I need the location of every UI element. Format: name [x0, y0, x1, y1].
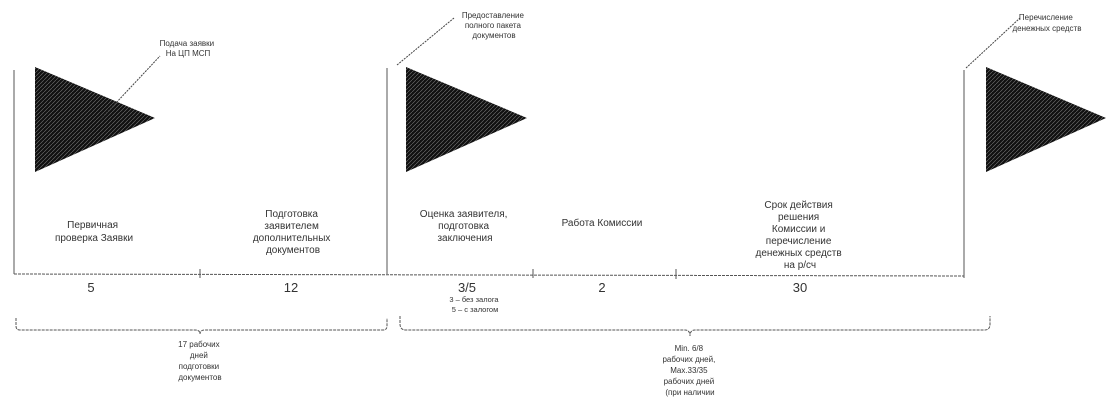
callout-line-2: [396, 17, 455, 66]
milestone-triangle-1: [35, 67, 155, 172]
collateral-note: 3 – без залога 5 – с залогом: [449, 295, 500, 314]
milestone-triangle-2: [406, 67, 527, 172]
callout-line-1: [99, 55, 161, 121]
stage-days-4: 2: [598, 280, 605, 295]
stage-label-4: Работа Комиссии: [562, 217, 643, 229]
timeline-axis: [13, 273, 965, 277]
milestone-triangle-3: [986, 67, 1106, 172]
brace-2: [399, 316, 991, 337]
milestone-label-1: Подача заявки На ЦП МСП: [160, 39, 217, 58]
stage-days-3: 3/5: [458, 280, 476, 295]
stage-days-5: 30: [793, 280, 807, 295]
stage-days-1: 5: [87, 280, 94, 295]
stage-label-2: Подготовка заявителем дополнительных док…: [253, 209, 333, 256]
stage-days-2: 12: [284, 280, 298, 295]
callout-line-3: [965, 17, 1021, 69]
stage-label-1: Первичная проверка Заявки: [55, 220, 133, 244]
stage-label-5: Срок действия решения Комиссии и перечис…: [756, 200, 845, 271]
brace-1: [15, 318, 388, 335]
stage-label-3: Оценка заявителя, подготовка заключения: [420, 209, 510, 244]
brace-note-2: Min. 6/8 рабочих дней, Max.33/35 рабочих…: [662, 344, 717, 397]
brace-note-1: 17 рабочих дней подготовки документов: [178, 340, 222, 382]
milestone-label-3: Перечисление денежных средств: [1013, 13, 1082, 33]
milestone-label-2: Предоставление полного пакета документов: [462, 11, 526, 40]
